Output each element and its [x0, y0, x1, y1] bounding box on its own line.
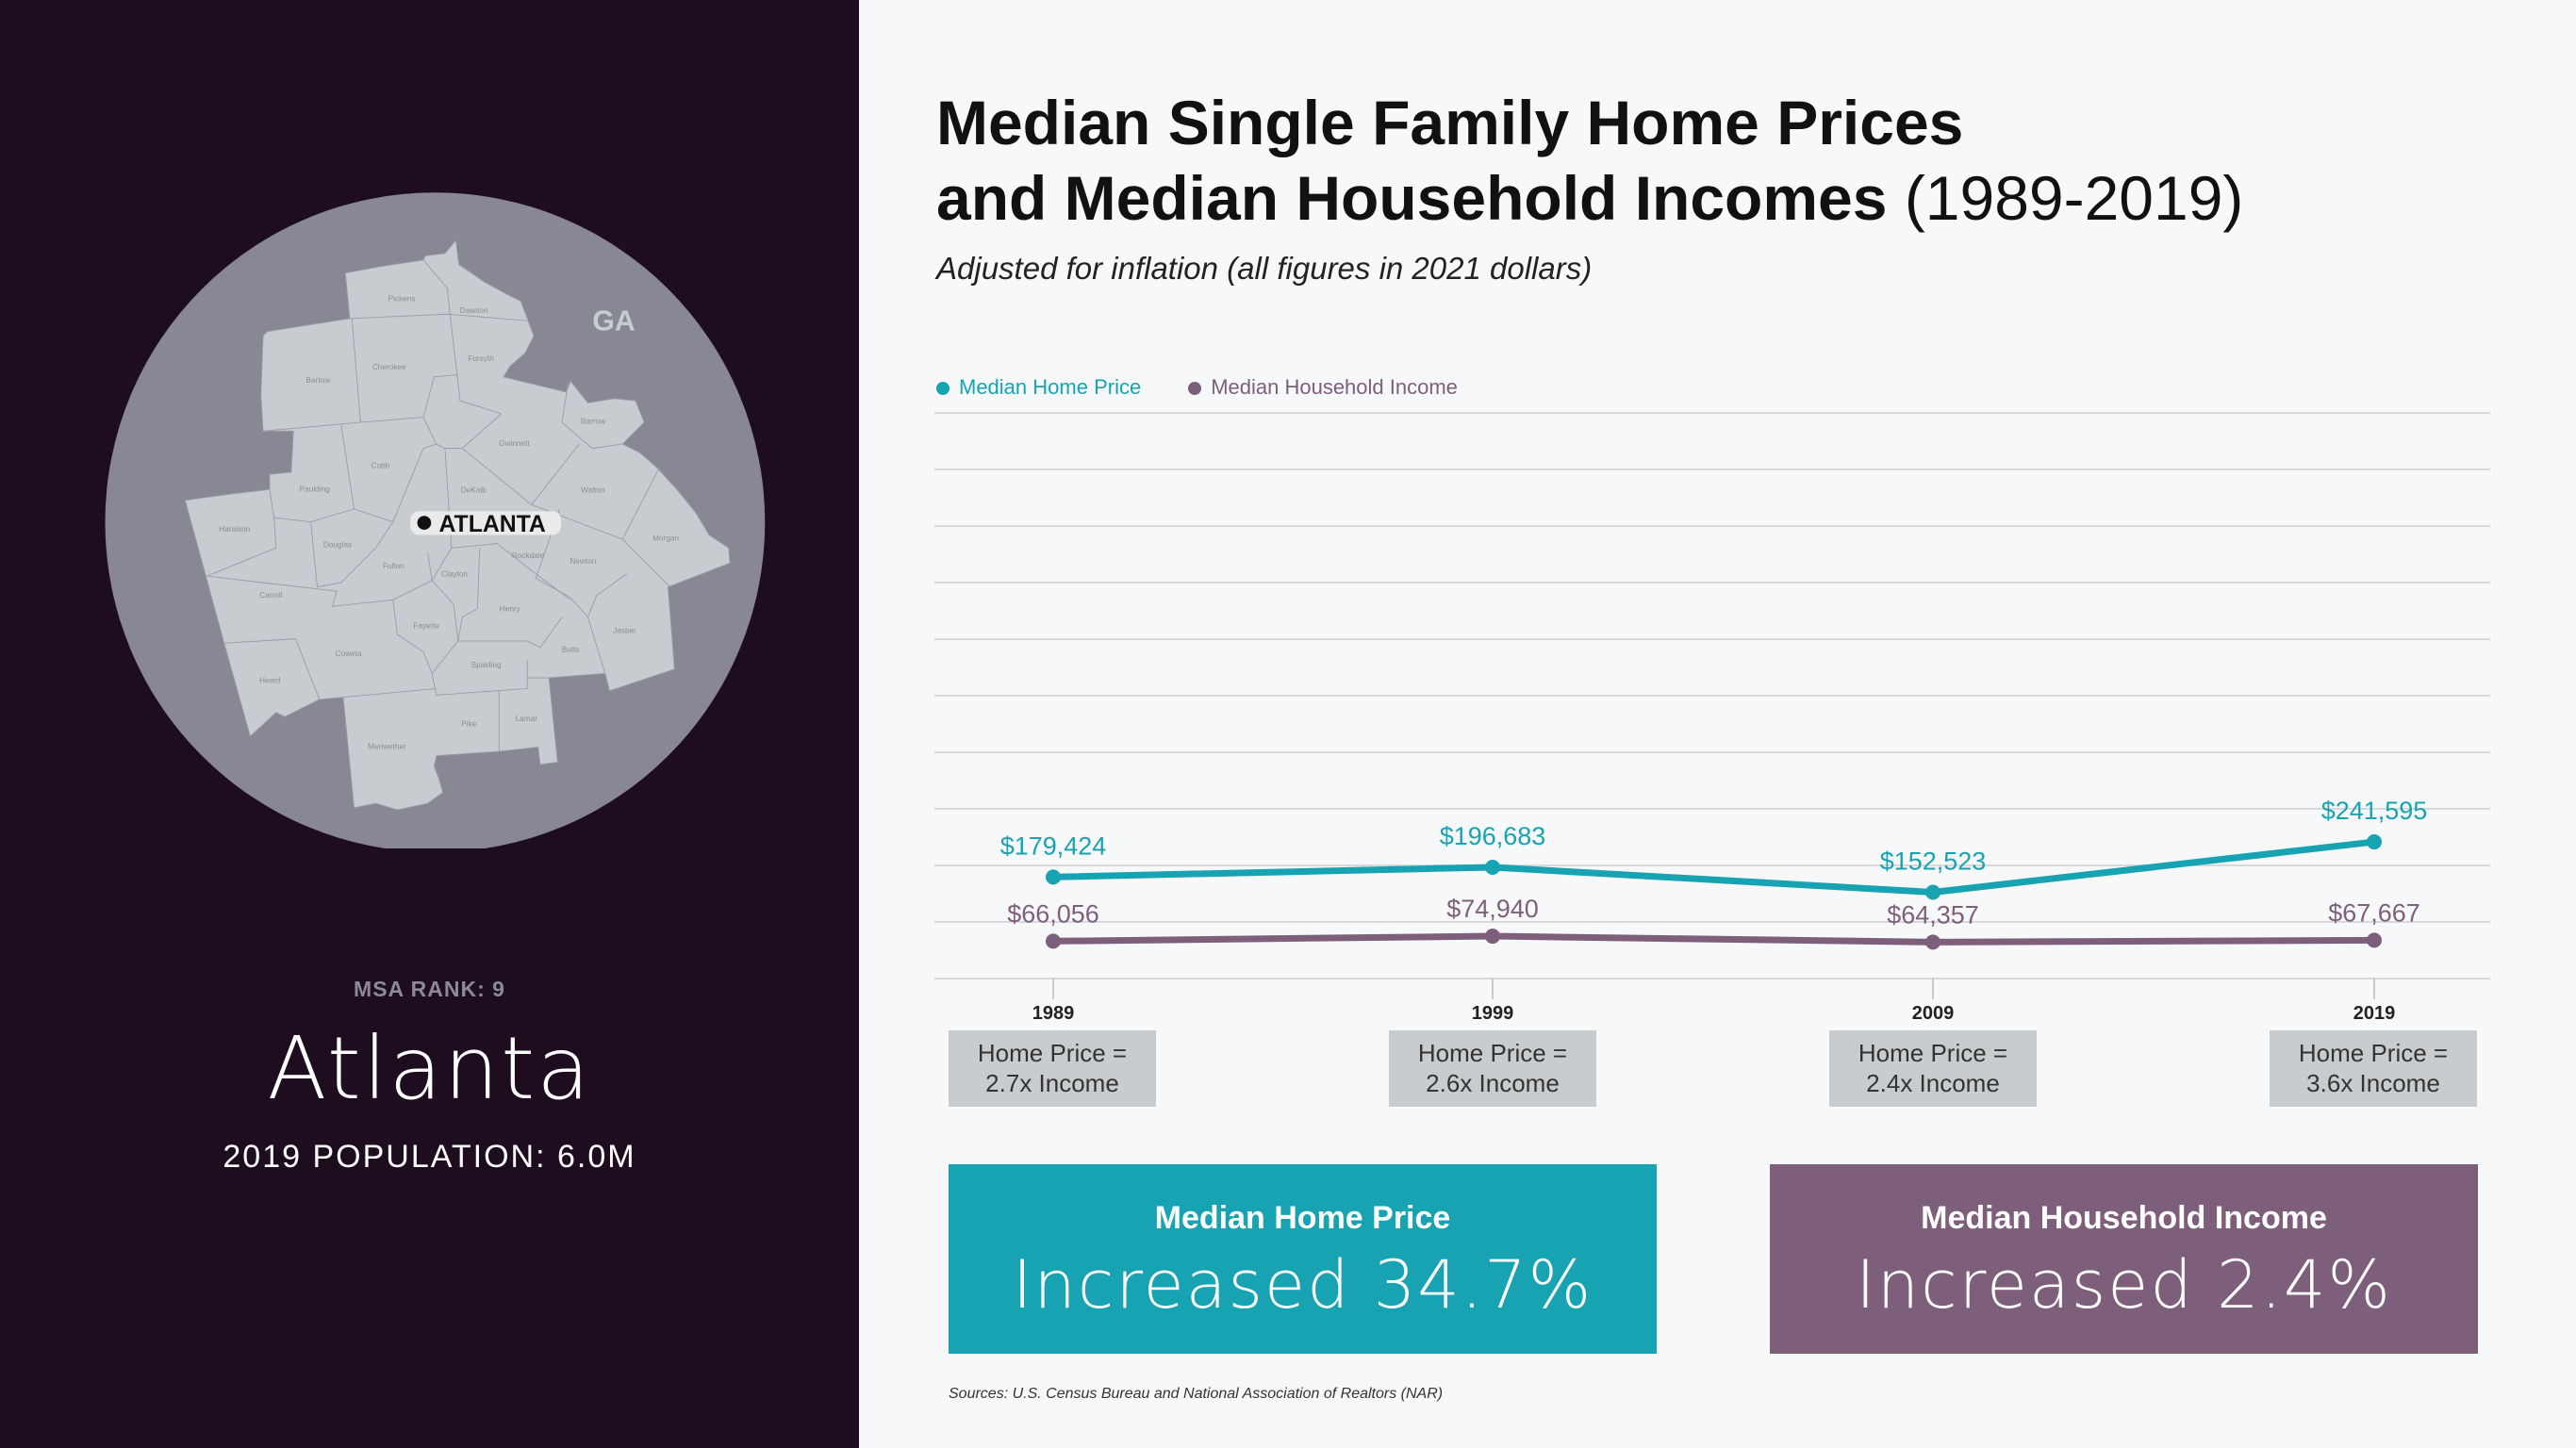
county-label: Fulton [383, 562, 405, 570]
msa-rank: MSA RANK: 9 [354, 977, 505, 1001]
county-label: Dawson [460, 306, 488, 315]
county-label: DeKalb [461, 485, 487, 494]
ratio-box: Home Price = 2.6x Income [1389, 1030, 1596, 1107]
county-label: Rockdale [512, 551, 545, 560]
ratio-value: 2.7x Income [985, 1069, 1119, 1097]
county-label: Paulding [300, 485, 331, 494]
x-tick-label: 1989 [1032, 1003, 1075, 1024]
county-label: Lamar [516, 715, 538, 723]
ratio-line: Home Price = [1858, 1039, 2008, 1067]
county-labels: Pickens Dawson Forsyth Cherokee Bartow B… [219, 294, 679, 750]
ratio-value: 2.4x Income [1866, 1069, 2000, 1097]
data-label: $179,424 [1000, 831, 1107, 860]
county-label: Carroll [259, 591, 282, 600]
county-label: Pike [461, 719, 476, 728]
data-point [1925, 934, 1940, 950]
city-name: Atlanta [267, 1018, 592, 1119]
city-dot-icon [417, 516, 432, 530]
x-tick-label: 2009 [1912, 1003, 1955, 1024]
county-label: Spalding [471, 661, 502, 669]
county-label: Pickens [388, 294, 416, 303]
legend: Median Home Price Median Household Incom… [936, 375, 1458, 400]
county-label: Meriwether [368, 742, 406, 750]
ratio-line: Home Price = [2298, 1039, 2449, 1067]
ratio-value: 2.6x Income [1426, 1069, 1560, 1097]
x-tick-label: 2019 [2353, 1003, 2396, 1024]
data-point [1485, 859, 1500, 875]
county-label: Bartow [306, 376, 331, 385]
legend-item-income: Median Household Income [1188, 375, 1458, 400]
county-label: Walton [581, 485, 605, 494]
legend-label: Median Home Price [959, 375, 1142, 399]
county-label: Heard [259, 676, 281, 684]
data-label: $67,667 [2328, 898, 2420, 927]
county-label: Fayette [413, 622, 439, 631]
ratio-line: Home Price = [1417, 1039, 1568, 1067]
legend-label: Median Household Income [1211, 375, 1458, 399]
title-years: (1989-2019) [1904, 163, 2244, 233]
ratio-value: 3.6x Income [2306, 1069, 2440, 1097]
city-panel: Pickens Dawson Forsyth Cherokee Bartow B… [0, 0, 859, 1448]
city-marker-label: ATLANTA [439, 512, 546, 537]
page-title: Median Single Family Home Prices and Med… [936, 85, 2243, 236]
title-line-2-text: and Median Household Incomes [936, 163, 1888, 233]
population: 2019 POPULATION: 6.0M [223, 1139, 636, 1175]
county-label: Cherokee [372, 363, 406, 371]
data-label: $64,357 [1887, 900, 1979, 929]
legend-item-home: Median Home Price [936, 375, 1141, 400]
data-point [1046, 933, 1061, 949]
summary-title: Median Household Income [1921, 1200, 2327, 1236]
data-point [1046, 869, 1061, 885]
data-label: $74,940 [1446, 895, 1539, 923]
data-point [2367, 932, 2382, 948]
source-note: Sources: U.S. Census Bureau and National… [949, 1386, 1444, 1402]
county-label: Coweta [336, 650, 362, 658]
city-marker-bg [410, 511, 561, 535]
summary-value: Increased 34.7% [1012, 1246, 1593, 1324]
data-label: $152,523 [1880, 847, 1987, 875]
data-label: $66,056 [1007, 899, 1099, 928]
county-label: Haralson [219, 525, 250, 534]
income-summary: Median Household Income Increased 2.4% [1770, 1164, 2478, 1354]
data-point [1485, 929, 1500, 945]
title-line-2: and Median Household Incomes (1989-2019) [936, 160, 2243, 236]
series-line-income [1052, 932, 2375, 946]
county-borders [206, 259, 671, 752]
ratio-box: Home Price = 2.4x Income [1829, 1030, 2037, 1107]
ratio-box: Home Price = 2.7x Income [949, 1030, 1156, 1107]
county-label: Cobb [372, 461, 390, 469]
data-point [1925, 884, 1940, 900]
home-price-summary: Median Home Price Increased 34.7% [949, 1164, 1657, 1354]
legend-dot-icon [1188, 382, 1202, 396]
series-line-home-price [1052, 838, 2375, 896]
legend-dot-icon [936, 382, 949, 396]
county-label: Clayton [441, 570, 468, 579]
state-label: GA [592, 306, 636, 337]
title-line-1: Median Single Family Home Prices [936, 88, 1964, 157]
data-point [2367, 834, 2382, 850]
x-tick-label: 1999 [1472, 1003, 1514, 1024]
subtitle: Adjusted for inflation (all figures in 2… [936, 251, 1593, 286]
county-label: Butts [562, 645, 580, 653]
county-label: Gwinnett [499, 439, 530, 448]
ratio-box: Home Price = 3.6x Income [2270, 1030, 2477, 1107]
county-label: Morgan [652, 534, 679, 542]
msa-map: Pickens Dawson Forsyth Cherokee Bartow B… [105, 192, 766, 848]
data-label: $241,595 [2321, 797, 2428, 825]
county-label: Barrow [581, 417, 605, 425]
summary-value: Increased 2.4% [1856, 1246, 2392, 1324]
ratio-line: Home Price = [977, 1039, 1128, 1067]
county-label: Henry [500, 604, 521, 613]
county-label: Jasper [613, 627, 636, 635]
county-label: Douglas [323, 540, 352, 549]
summary-title: Median Home Price [1154, 1200, 1451, 1236]
county-label: Newton [570, 557, 596, 566]
data-label: $196,683 [1440, 822, 1546, 850]
county-label: Forsyth [468, 354, 494, 363]
